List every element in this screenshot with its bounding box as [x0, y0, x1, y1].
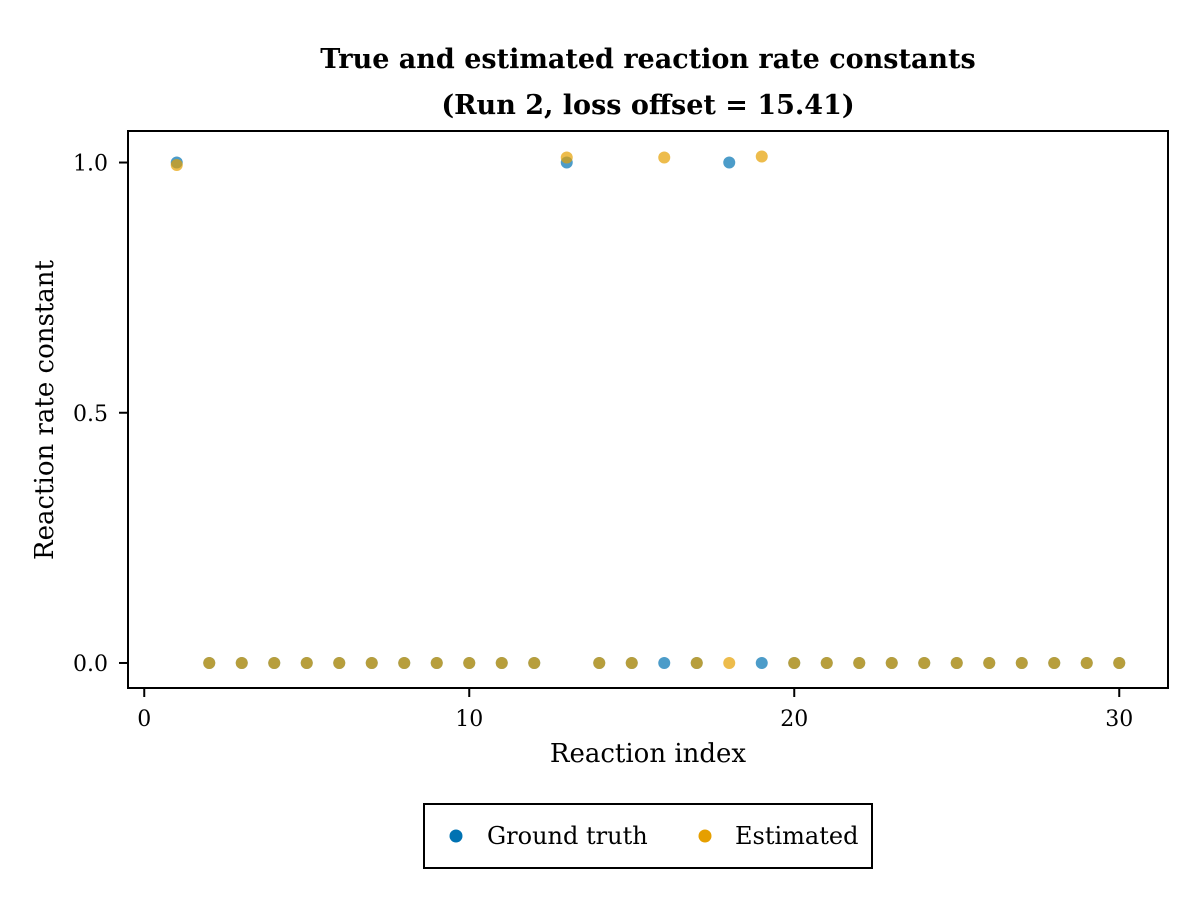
estimated-point [495, 656, 508, 669]
legend-label-ground-truth: Ground truth [487, 822, 648, 850]
estimated-point [235, 656, 248, 669]
x-tick-label: 0 [137, 707, 151, 732]
estimated-point [885, 656, 898, 669]
ground-truth-point [658, 656, 671, 669]
estimated-point [398, 656, 411, 669]
estimated-point [690, 656, 703, 669]
estimated-point [1113, 656, 1126, 669]
chart-subtitle: (Run 2, loss offset = 15.41) [441, 90, 854, 121]
ground-truth-point [723, 156, 736, 169]
estimated-point [820, 656, 833, 669]
estimated-point [333, 656, 346, 669]
estimated-point [300, 656, 313, 669]
estimated-point [983, 656, 996, 669]
estimated-point [560, 151, 573, 164]
estimated-point [918, 656, 931, 669]
estimated-point [853, 656, 866, 669]
data-points [170, 150, 1126, 669]
x-tick-label: 30 [1105, 707, 1133, 732]
estimated-point [658, 151, 671, 164]
estimated-point [1048, 656, 1061, 669]
chart-title: True and estimated reaction rate constan… [320, 44, 976, 75]
estimated-point [268, 656, 281, 669]
estimated-point [593, 656, 606, 669]
estimated-point [528, 656, 541, 669]
estimated-point [1015, 656, 1028, 669]
legend-marker-ground-truth [449, 829, 463, 843]
ground-truth-point [755, 656, 768, 669]
y-tick-label: 0.0 [73, 652, 108, 677]
estimated-point [723, 656, 736, 669]
y-tick-label: 1.0 [73, 152, 108, 177]
x-tick-label: 10 [455, 707, 483, 732]
y-axis-ticks: 0.0 0.5 1.0 [73, 152, 128, 677]
estimated-point [170, 159, 183, 172]
x-tick-label: 20 [780, 707, 808, 732]
legend-label-estimated: Estimated [735, 822, 858, 850]
estimated-point [1080, 656, 1093, 669]
estimated-point [755, 150, 768, 163]
y-axis-label: Reaction rate constant [30, 259, 60, 559]
x-axis-label: Reaction index [550, 739, 747, 769]
estimated-point [430, 656, 443, 669]
estimated-point [950, 656, 963, 669]
x-axis-ticks: 0 10 20 30 [137, 688, 1133, 732]
estimated-point [788, 656, 801, 669]
estimated-point [365, 656, 378, 669]
plot-area [127, 130, 1169, 689]
legend: Ground truth Estimated [423, 803, 873, 869]
estimated-point [203, 656, 216, 669]
estimated-point [625, 656, 638, 669]
estimated-point [463, 656, 476, 669]
legend-box [423, 803, 873, 869]
legend-marker-estimated [698, 829, 712, 843]
y-tick-label: 0.5 [73, 402, 108, 427]
